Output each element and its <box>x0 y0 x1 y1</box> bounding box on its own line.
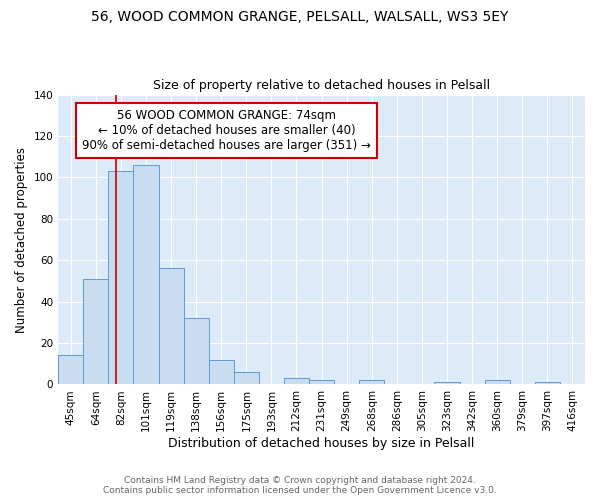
Bar <box>309 380 334 384</box>
Bar <box>158 268 184 384</box>
Bar <box>434 382 460 384</box>
Bar <box>535 382 560 384</box>
Bar <box>83 279 109 384</box>
X-axis label: Distribution of detached houses by size in Pelsall: Distribution of detached houses by size … <box>169 437 475 450</box>
Bar <box>284 378 309 384</box>
Bar <box>485 380 510 384</box>
Text: 56 WOOD COMMON GRANGE: 74sqm
← 10% of detached houses are smaller (40)
90% of se: 56 WOOD COMMON GRANGE: 74sqm ← 10% of de… <box>82 109 371 152</box>
Bar <box>58 356 83 384</box>
Y-axis label: Number of detached properties: Number of detached properties <box>15 146 28 332</box>
Bar <box>234 372 259 384</box>
Text: 56, WOOD COMMON GRANGE, PELSALL, WALSALL, WS3 5EY: 56, WOOD COMMON GRANGE, PELSALL, WALSALL… <box>91 10 509 24</box>
Text: Contains HM Land Registry data © Crown copyright and database right 2024.
Contai: Contains HM Land Registry data © Crown c… <box>103 476 497 495</box>
Bar <box>359 380 385 384</box>
Bar <box>184 318 209 384</box>
Title: Size of property relative to detached houses in Pelsall: Size of property relative to detached ho… <box>153 79 490 92</box>
Bar <box>109 171 133 384</box>
Bar <box>209 360 234 384</box>
Bar <box>133 165 158 384</box>
